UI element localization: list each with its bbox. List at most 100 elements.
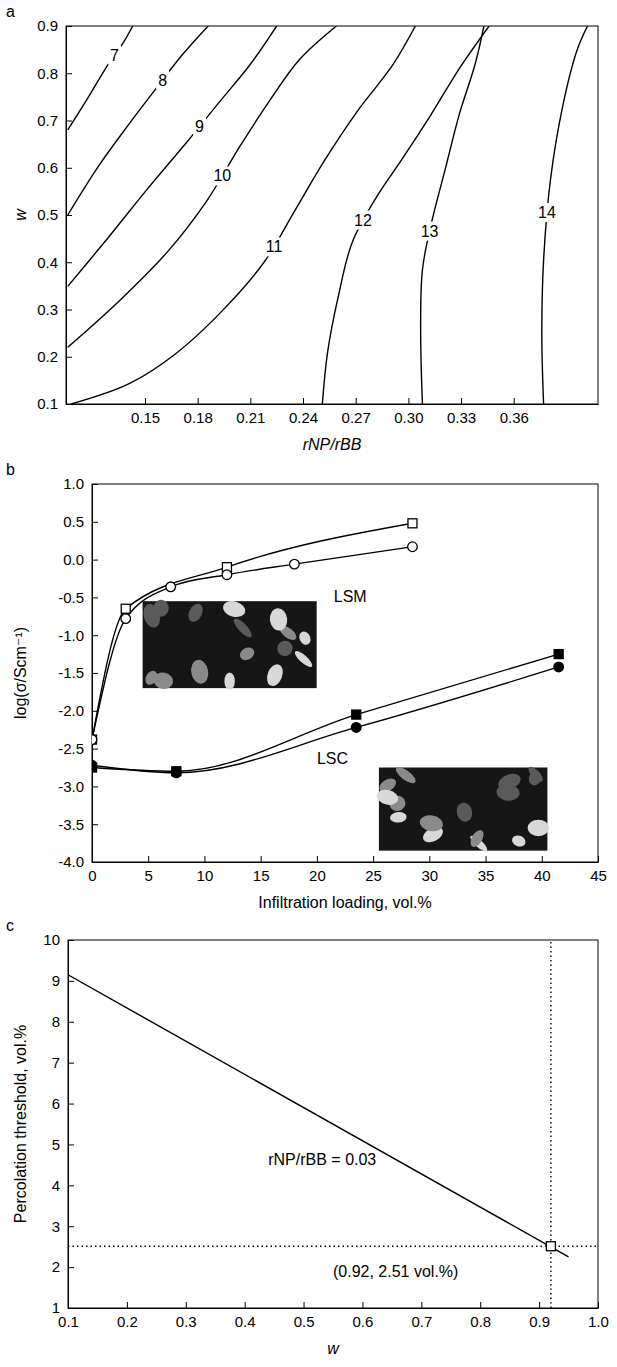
x-axis-tick-label: 0.5 (294, 1313, 315, 1330)
contour-line (421, 26, 484, 404)
y-axis-tick-mark (66, 404, 72, 405)
x-axis-tick: 20 (309, 856, 326, 884)
x-axis-tick: 0.21 (236, 398, 265, 426)
y-axis-tick-label: -2.5 (58, 740, 84, 757)
y-axis-tick: 0.0 (63, 551, 98, 568)
annotation: (0.92, 2.51 vol.%) (333, 1263, 458, 1280)
y-axis-tick-mark (68, 1185, 74, 1186)
contour-label: 8 (158, 72, 167, 89)
sem-inset (375, 764, 549, 853)
x-axis-tick-label: 20 (309, 867, 326, 884)
x-axis-tick-mark (539, 1302, 540, 1308)
y-axis-tick: -3.5 (58, 816, 98, 833)
mark-labels: rNP/rBB = 0.03(0.92, 2.51 vol.%) (268, 1151, 458, 1280)
x-axis-tick: 10 (197, 856, 214, 884)
x-axis-line (69, 1308, 599, 1309)
panel: 0.10.20.30.40.50.60.70.80.91.01234567891… (6, 917, 609, 1357)
figure: 0.150.180.210.240.270.300.330.360.10.20.… (0, 0, 617, 1367)
y-axis-tick-mark (66, 26, 72, 27)
y-axis-tick-mark (66, 215, 72, 216)
x-axis-tick: 30 (421, 856, 438, 884)
y-axis-tick: 0.7 (37, 112, 72, 129)
x-axis-title: rNP/rBB (303, 436, 362, 453)
plot-frame (68, 940, 598, 1308)
x-axis-tick-label: 0.27 (342, 409, 371, 426)
y-axis-tick-mark (68, 940, 74, 941)
y-axis-tick-label: 0.7 (37, 112, 58, 129)
x-axis-tick: 0.15 (131, 398, 160, 426)
y-axis-tick: -1.5 (58, 664, 98, 681)
x-axis-tick: 5 (145, 856, 153, 884)
y-axis-tick-label: 10 (43, 931, 60, 948)
data-point (92, 735, 97, 745)
y-axis-tick-mark (92, 484, 98, 485)
x-axis-tick-mark (598, 1302, 599, 1308)
x-axis-tick: 0.8 (470, 1302, 491, 1330)
y-axis-tick: 0.9 (37, 17, 72, 34)
sem-grain (224, 672, 234, 689)
sem-grain (143, 669, 160, 687)
contour-label: 7 (110, 47, 119, 64)
series-line (92, 654, 559, 771)
y-axis-tick-label: 3 (52, 1218, 60, 1235)
x-axis-tick-label: 0.15 (131, 409, 160, 426)
y-axis-line (68, 941, 69, 1309)
panel-letter: a (6, 3, 15, 20)
y-axis-tick: 9 (52, 972, 74, 989)
y-axis-tick-label: 9 (52, 972, 60, 989)
y-axis: -4.0-3.5-3.0-2.5-2.0-1.5-1.0-0.50.00.51.… (58, 475, 98, 870)
y-axis-tick-label: 0.5 (63, 513, 84, 530)
y-axis-title: Percolation threshold, vol.% (12, 1025, 29, 1223)
x-axis-tick-label: 0.21 (236, 409, 265, 426)
y-axis-tick-mark (68, 1226, 74, 1227)
x-axis-tick-label: 25 (365, 867, 382, 884)
y-axis-tick-label: -3.5 (58, 816, 84, 833)
y-axis-tick-label: -4.0 (58, 853, 84, 870)
y-axis-tick: 5 (52, 1136, 74, 1153)
contour-label: 10 (213, 167, 231, 184)
contour-label-bg (536, 203, 558, 222)
sem-grain (221, 599, 247, 620)
y-axis-tick-mark (68, 1104, 74, 1105)
y-axis-tick-mark (68, 1063, 74, 1064)
x-axis-title: Infiltration loading, vol.% (258, 894, 431, 911)
x-axis-tick-label: 0.24 (289, 409, 318, 426)
contour-label: 11 (266, 238, 283, 255)
contour-label: 13 (421, 223, 439, 240)
contour-label-bg (419, 222, 441, 241)
panel-letter: b (6, 461, 15, 478)
x-axis-tick: 15 (253, 856, 270, 884)
sem-grain (526, 765, 545, 785)
x-axis-tick-mark (421, 1302, 422, 1308)
contour-label-bg (211, 166, 233, 185)
x-axis-tick: 35 (478, 856, 495, 884)
y-axis-tick: -4.0 (58, 853, 98, 870)
plot-marks (68, 26, 588, 404)
x-axis-tick-mark (304, 1302, 305, 1308)
contour-label: 14 (538, 204, 556, 221)
y-axis-tick-label: 0.3 (37, 301, 58, 318)
x-axis-tick-label: 0.6 (353, 1313, 374, 1330)
y-axis-tick-mark (92, 560, 98, 561)
sem-grain (153, 599, 170, 617)
y-axis-tick-mark (66, 262, 72, 263)
y-axis-tick-label: 0.1 (37, 395, 58, 412)
contour-label-bg (264, 237, 285, 256)
y-axis-tick-mark (92, 597, 98, 598)
y-axis-tick: 8 (52, 1013, 74, 1030)
contour-label-bg (108, 46, 121, 65)
x-axis-tick-mark (250, 398, 251, 404)
x-axis-tick-mark (362, 1302, 363, 1308)
x-axis-tick: 0.9 (529, 1302, 550, 1330)
x-axis-tick-label: 1.0 (588, 1313, 609, 1330)
sem-grain (297, 630, 313, 647)
x-axis: 051015202530354045 (88, 856, 607, 884)
sem-grain (269, 607, 289, 631)
x-axis-tick-label: 30 (421, 867, 438, 884)
sem-grain (528, 820, 549, 837)
x-axis-tick-label: 0.33 (447, 409, 476, 426)
x-axis-line (93, 862, 599, 863)
x-axis-tick-label: 0.9 (529, 1313, 550, 1330)
sem-grain (454, 801, 474, 824)
y-axis-tick-label: -0.5 (58, 589, 84, 606)
